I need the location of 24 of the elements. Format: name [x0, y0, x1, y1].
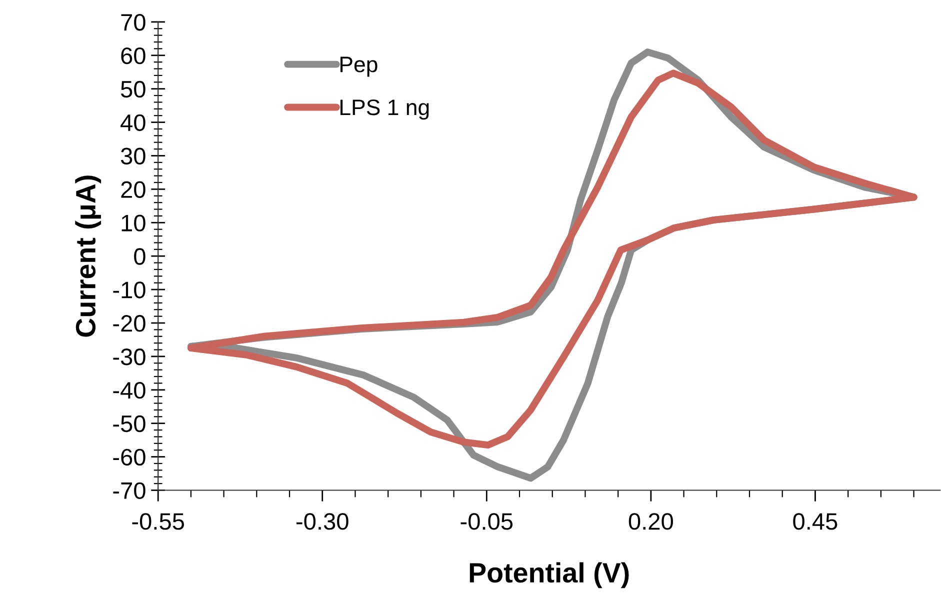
x-tick-label: 0.20	[628, 513, 673, 530]
x-tick-label: -0.05	[460, 513, 513, 530]
y-tick-label: 40	[120, 114, 146, 132]
y-tick-label: -20	[113, 315, 146, 332]
x-tick-label: -0.30	[296, 513, 348, 530]
y-tick-label: 70	[121, 14, 146, 31]
y-tick-label: -30	[113, 348, 146, 366]
y-tick-label: 0	[134, 248, 146, 265]
y-tick-label: 10	[122, 214, 146, 232]
y-axis-title: Current (μA)	[75, 176, 102, 337]
y-tick-label: -50	[113, 415, 146, 432]
x-tick-label: -0.55	[132, 513, 184, 530]
y-tick-label: -60	[113, 448, 146, 466]
y-tick-label: 50	[120, 80, 146, 98]
y-tick-label: 30	[120, 148, 146, 165]
legend-label: Pep	[340, 56, 378, 77]
y-tick-label: -10	[113, 282, 146, 298]
y-tick-label: 20	[121, 181, 146, 198]
legend-label: LPS 1 ng	[340, 100, 429, 120]
x-axis-title: Potential (V)	[470, 562, 629, 588]
y-tick-label: -70	[113, 482, 146, 500]
x-tick-label: 0.45	[793, 513, 838, 530]
y-tick-label: 60	[121, 47, 146, 64]
y-tick-label: -40	[113, 382, 146, 399]
